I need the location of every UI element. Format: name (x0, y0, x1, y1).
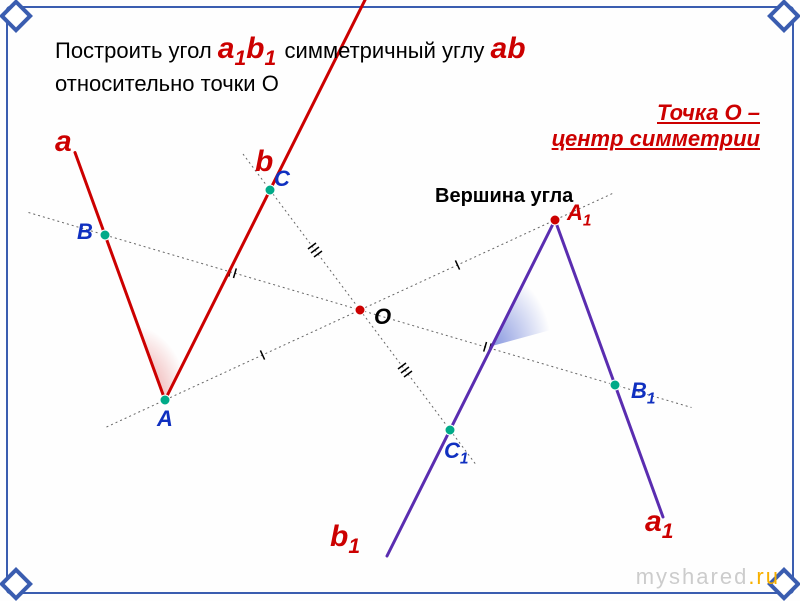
task-line2: относительно точки О (55, 71, 279, 96)
ray-label-b: b (255, 145, 273, 179)
task-line1b: симметричный углу (285, 38, 485, 63)
ray-label-a: a (55, 125, 72, 159)
point-label-B1: В1 (631, 378, 655, 408)
task-text: Построить угол a1b1 симметричный углу ab… (55, 32, 526, 97)
ray-label-a1: a1 (645, 505, 673, 544)
point-label-A1: А1 (567, 200, 591, 230)
task-line1a: Построить угол (55, 38, 212, 63)
task-a1b1: a1b1 (218, 32, 285, 65)
point-label-A: А (157, 406, 173, 432)
task-ab: ab (491, 32, 526, 65)
point-label-B: В (77, 219, 93, 245)
point-label-C: С (274, 166, 290, 192)
watermark: myshared.ru (636, 564, 780, 590)
ray-label-b1: b1 (330, 520, 360, 559)
vertex-caption: Вершина угла (435, 185, 573, 208)
subtitle-line1: Точка О – (657, 100, 760, 125)
point-label-C1: С1 (444, 438, 468, 468)
subtitle: Точка О – центр симметрии (552, 100, 760, 152)
point-label-O: О (374, 304, 391, 330)
subtitle-line2: центр симметрии (552, 126, 760, 151)
